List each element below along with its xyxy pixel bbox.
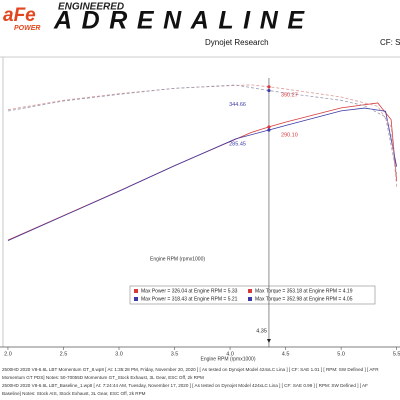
x-tick-label: 5.0 <box>337 351 345 357</box>
brand-sub: POWER <box>14 25 40 32</box>
stats-box <box>129 285 376 305</box>
stats-swatch <box>134 297 138 301</box>
footer-line: Momentum GT PDS] Notes: 50-70055D Moment… <box>2 375 204 380</box>
stats-torque: Max Torque = 353.18 at Engine RPM = 4.19 <box>255 288 353 294</box>
stats-torque: Max Torque = 352.98 at Engine RPM = 4.05 <box>255 296 353 302</box>
stats-swatch <box>248 297 252 301</box>
stats-swatch <box>248 289 252 293</box>
x-tick-label: 3.5 <box>171 351 179 357</box>
x-tick-label: 5.5 <box>393 351 400 357</box>
series-line <box>7 84 398 188</box>
cf: CF: S <box>380 38 400 47</box>
readout-label: 350.27 <box>281 92 298 98</box>
series-line <box>7 84 398 174</box>
stats-swatch <box>134 289 138 293</box>
readout-label: 285.45 <box>229 141 246 147</box>
x-tick-label: 4.0 <box>226 351 234 357</box>
readout-marker <box>267 128 271 132</box>
x-tick-label: 2.5 <box>60 351 68 357</box>
stats: Max Power = 326.04 at Engine RPM = 5.33 M… <box>134 288 353 302</box>
x-axis-label: Engine RPM (rpmx1000) <box>150 256 205 262</box>
cursor-label: 4.35 <box>256 328 267 334</box>
source: Dynojet Research <box>205 38 269 47</box>
brand: aFe <box>3 5 36 26</box>
stats-power: Max Power = 318.43 at Engine RPM = 5.21 <box>141 296 238 302</box>
readout-marker <box>267 88 271 93</box>
x-tick-label: 4.5 <box>282 351 290 357</box>
stats-power: Max Power = 326.04 at Engine RPM = 5.33 <box>141 288 238 294</box>
footer-line: Baseline] Notes: Stock AIS, Stock Exhaus… <box>2 391 146 396</box>
tagline-top: ENGINEERED <box>58 2 124 13</box>
readout-marker <box>267 85 271 89</box>
readout-marker <box>267 125 271 129</box>
x-tick-label: 2.0 <box>4 351 12 357</box>
footer-line: 2500HD 2020 V8-6.6L LBT Momentum GT_8.wp… <box>2 367 379 372</box>
cursor-arrow <box>266 339 271 343</box>
x-axis-label: Engine RPM (rpmx1000) <box>200 356 255 362</box>
readout-label: 290.10 <box>281 132 298 138</box>
tagline: ADRENALINE <box>53 7 305 35</box>
x-tick-label: 3.0 <box>115 351 123 357</box>
readout-label: 344.66 <box>229 102 246 108</box>
footer-line: 2500HD 2020 V8-6.6L LBT_Baseline_1.wp8 [… <box>2 383 368 388</box>
footer: 2500HD 2020 V8-6.6L LBT Momentum GT_8.wp… <box>2 367 379 396</box>
